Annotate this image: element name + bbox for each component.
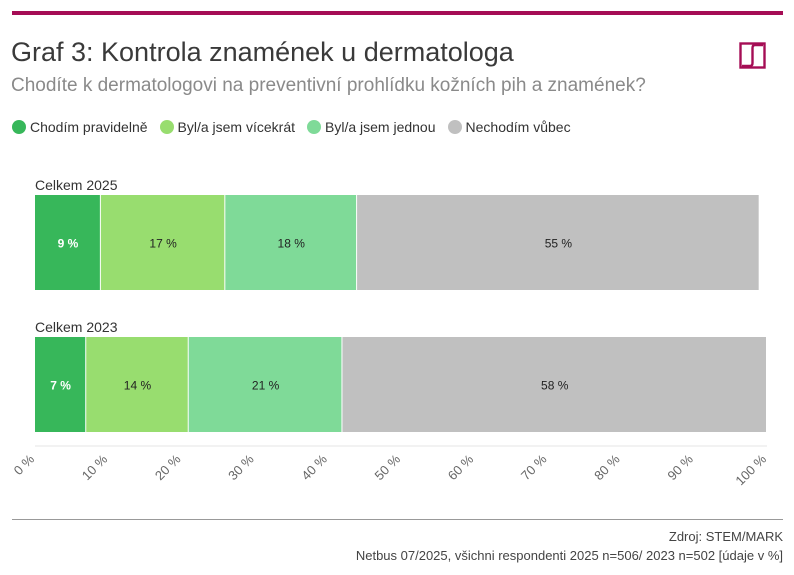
bar-segment — [188, 337, 342, 432]
chart-legend: Chodím pravidelně Byl/a jsem vícekrát Byl/… — [12, 119, 583, 135]
data-label: 21 % — [252, 379, 280, 393]
legend-label: Byl/a jsem vícekrát — [177, 119, 295, 135]
legend-label: Nechodím vůbec — [465, 119, 571, 135]
data-label: 9 % — [58, 237, 79, 251]
legend-item: Nechodím vůbec — [447, 119, 571, 135]
x-tick-label: 0 % — [11, 451, 38, 478]
legend-swatch — [447, 120, 462, 134]
bar-segment — [357, 195, 759, 290]
data-label: 17 % — [149, 237, 177, 251]
legend-label: Chodím pravidelně — [30, 119, 148, 135]
stacked-bar-chart: Celkem 2025 9 % 17 % 18 % 55 % Celkem 2023 7 %… — [11, 177, 770, 488]
data-label: 18 % — [278, 237, 306, 251]
x-tick-label: 80 % — [591, 451, 623, 483]
data-label: 55 % — [545, 237, 573, 251]
bar-segment — [225, 195, 357, 290]
category-label: Celkem 2025 — [35, 177, 118, 193]
chart-title: Graf 3: Kontrola znamének u dermatologa — [11, 37, 514, 67]
x-tick-label: 10 % — [79, 451, 111, 483]
bar-segment — [100, 195, 225, 290]
x-tick-label: 70 % — [518, 451, 550, 483]
stem-mark-logo-icon — [739, 42, 766, 69]
data-label: 14 % — [124, 379, 152, 393]
legend-swatch — [159, 120, 174, 134]
x-tick-label: 100 % — [732, 451, 769, 488]
legend-swatch — [12, 120, 26, 134]
footer-divider — [12, 519, 783, 520]
x-tick-label: 20 % — [152, 451, 184, 483]
source-text: Zdroj: STEM/MARK — [668, 529, 783, 544]
bar-segment — [86, 337, 188, 432]
x-tick-label: 50 % — [372, 451, 404, 483]
x-tick-label: 40 % — [298, 451, 330, 483]
bar-segment — [35, 337, 86, 432]
x-tick-label: 90 % — [664, 451, 696, 483]
data-label: 7 % — [50, 379, 71, 393]
data-label: 58 % — [541, 379, 569, 393]
legend-item: Byl/a jsem vícekrát — [159, 119, 295, 135]
x-tick-label: 30 % — [225, 451, 257, 483]
bar-segment — [342, 337, 766, 432]
x-tick-label: 60 % — [445, 451, 477, 483]
legend-item: Chodím pravidelně — [12, 119, 148, 135]
chart-subtitle: Chodíte k dermatologovi na preventivní p… — [11, 75, 646, 96]
legend-swatch — [307, 120, 321, 134]
category-label: Celkem 2023 — [35, 319, 118, 335]
methodology-note: Netbus 07/2025, všichni respondenti 2025… — [355, 548, 783, 563]
legend-item: Byl/a jsem jednou — [307, 119, 436, 135]
legend-label: Byl/a jsem jednou — [325, 119, 436, 135]
bar-segment — [35, 195, 100, 290]
accent-bar — [12, 11, 783, 15]
